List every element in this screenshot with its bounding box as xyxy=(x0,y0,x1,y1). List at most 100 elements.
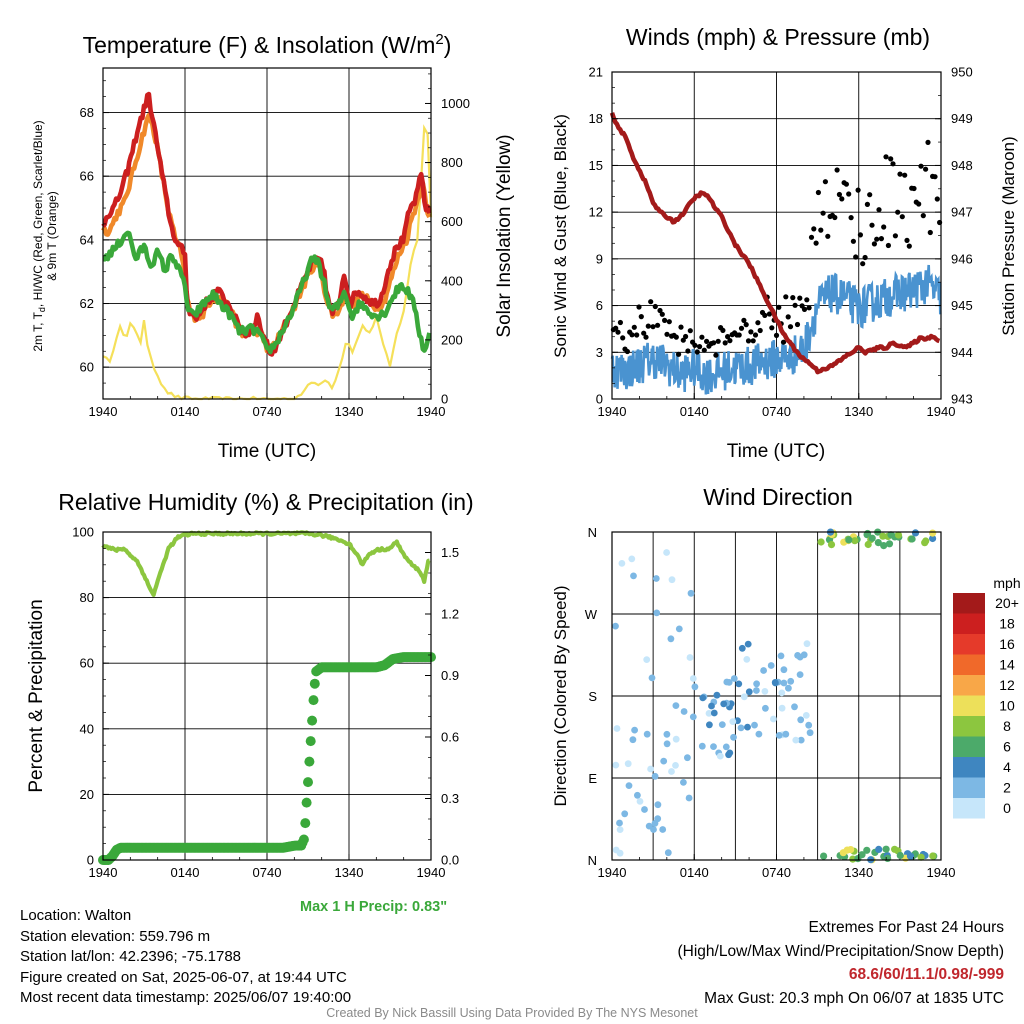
temperature-title: Temperature (F) & Insolation (W/m2) xyxy=(83,31,452,58)
direction-point xyxy=(778,704,786,712)
recent-text: Most recent data timestamp: 2025/06/07 1… xyxy=(20,989,352,1006)
gust-point xyxy=(822,179,829,185)
legend-label-5: 10 xyxy=(999,698,1015,714)
gust-point xyxy=(615,329,621,335)
direction-point xyxy=(780,666,788,674)
gust-point xyxy=(890,161,896,167)
gust-point xyxy=(916,201,922,207)
direction-point xyxy=(751,721,758,729)
direction-point xyxy=(827,541,836,549)
direction-point xyxy=(698,742,706,750)
gust-point xyxy=(808,234,815,240)
legend-swatch-9 xyxy=(953,777,985,798)
gust-point xyxy=(832,214,838,221)
direction-point xyxy=(687,589,695,597)
direction-point xyxy=(708,702,715,710)
direction-point xyxy=(908,535,916,543)
gust-points xyxy=(610,139,943,358)
direction-title: Wind Direction xyxy=(703,484,853,510)
direction-point xyxy=(654,801,662,809)
direction-point xyxy=(929,529,937,537)
rh-xtick-label-4: 1940 xyxy=(417,865,446,880)
temp-ytick-label-right-3: 600 xyxy=(441,214,463,229)
extremes-values: 68.6/60/11.1/0.98/-999 xyxy=(848,966,1004,983)
direction-point xyxy=(775,732,783,739)
direction-point xyxy=(668,576,676,584)
gust-point xyxy=(881,224,887,230)
gust-point xyxy=(769,325,775,331)
wind-ytick-label-right-2: 945 xyxy=(951,298,973,313)
direction-point xyxy=(738,644,746,652)
winds-panel: 1940 0140 0740 1340 194003691215182194394494… xyxy=(551,24,1018,462)
legend-swatch-3 xyxy=(953,654,985,675)
dir-ytick-label-0: N xyxy=(588,853,597,868)
legend-title: mph xyxy=(993,575,1020,591)
gust-point xyxy=(701,347,707,353)
direction-point xyxy=(806,729,814,737)
dir-ytick-label-4: N xyxy=(588,525,597,540)
temp-xtick-label-3: 1340 xyxy=(335,404,364,419)
created-text: Figure created on Sat, 2025-06-07, at 19… xyxy=(20,968,347,986)
direction-point xyxy=(851,537,859,545)
temp-ytick-label-right-5: 1000 xyxy=(441,96,470,111)
gust-point xyxy=(804,297,810,303)
direction-point xyxy=(699,694,707,702)
gust-point xyxy=(624,348,631,355)
gust-point xyxy=(766,311,773,317)
gust-point xyxy=(834,167,840,173)
wind-ytick-label-right-3: 946 xyxy=(951,251,973,266)
gust-point xyxy=(790,295,796,301)
direction-point xyxy=(875,845,883,854)
gust-point xyxy=(892,233,899,239)
gust-point xyxy=(846,191,852,197)
temp-ytick-label-left-1: 62 xyxy=(80,296,94,311)
direction-point xyxy=(767,662,775,669)
gust-point xyxy=(692,342,698,348)
gust-point xyxy=(920,213,926,219)
gust-point xyxy=(792,302,798,308)
gust-point xyxy=(780,339,787,345)
gust-point xyxy=(925,139,931,145)
humidity-panel: 1940 0140 0740 1340 19400204060801000.00.30.… xyxy=(26,489,474,915)
direction-point xyxy=(729,718,737,725)
wind-ytick-label-left-0: 0 xyxy=(596,392,603,407)
direction-point xyxy=(745,688,753,696)
gust-point xyxy=(899,214,905,220)
rh-ytick-label-right-3: 0.9 xyxy=(441,668,459,683)
gust-point xyxy=(662,317,668,323)
gust-point xyxy=(818,227,824,233)
direction-point xyxy=(689,713,697,721)
direction-point xyxy=(672,762,679,769)
rh-ytick-label-right-2: 0.6 xyxy=(441,730,459,745)
direction-point xyxy=(744,723,751,731)
gust-point xyxy=(750,338,756,344)
direction-point xyxy=(880,542,888,550)
direction-point xyxy=(762,704,769,712)
direction-point xyxy=(868,534,876,542)
temperature-ylabel-left: 2m T, Td, HI/WC (Red, Green, Scarlet/Blu… xyxy=(31,120,47,351)
wind-ytick-label-right-4: 947 xyxy=(951,205,973,220)
gust-point xyxy=(855,187,861,193)
direction-point xyxy=(778,689,786,697)
gust-point xyxy=(785,314,791,320)
direction-point xyxy=(847,846,855,854)
gust-point xyxy=(906,243,912,249)
rh-ytick-label-left-1: 20 xyxy=(80,787,94,802)
precip-point xyxy=(301,797,312,808)
direction-point xyxy=(896,851,904,860)
rh-ytick-label-left-3: 60 xyxy=(80,656,94,671)
direction-point xyxy=(667,635,675,643)
gust-point xyxy=(634,332,640,338)
direction-point xyxy=(737,724,745,732)
dewpoint-line xyxy=(102,230,432,355)
direction-point xyxy=(879,532,887,540)
direction-point xyxy=(805,721,813,729)
gust-point xyxy=(685,348,691,354)
max-precip-note: Max 1 H Precip: 0.83" xyxy=(300,899,447,915)
gust-point xyxy=(648,299,654,305)
gust-point xyxy=(655,322,661,328)
legend-label-2: 16 xyxy=(999,636,1015,652)
direction-point xyxy=(854,855,862,863)
direction-point xyxy=(663,730,671,738)
direction-point xyxy=(894,531,903,539)
